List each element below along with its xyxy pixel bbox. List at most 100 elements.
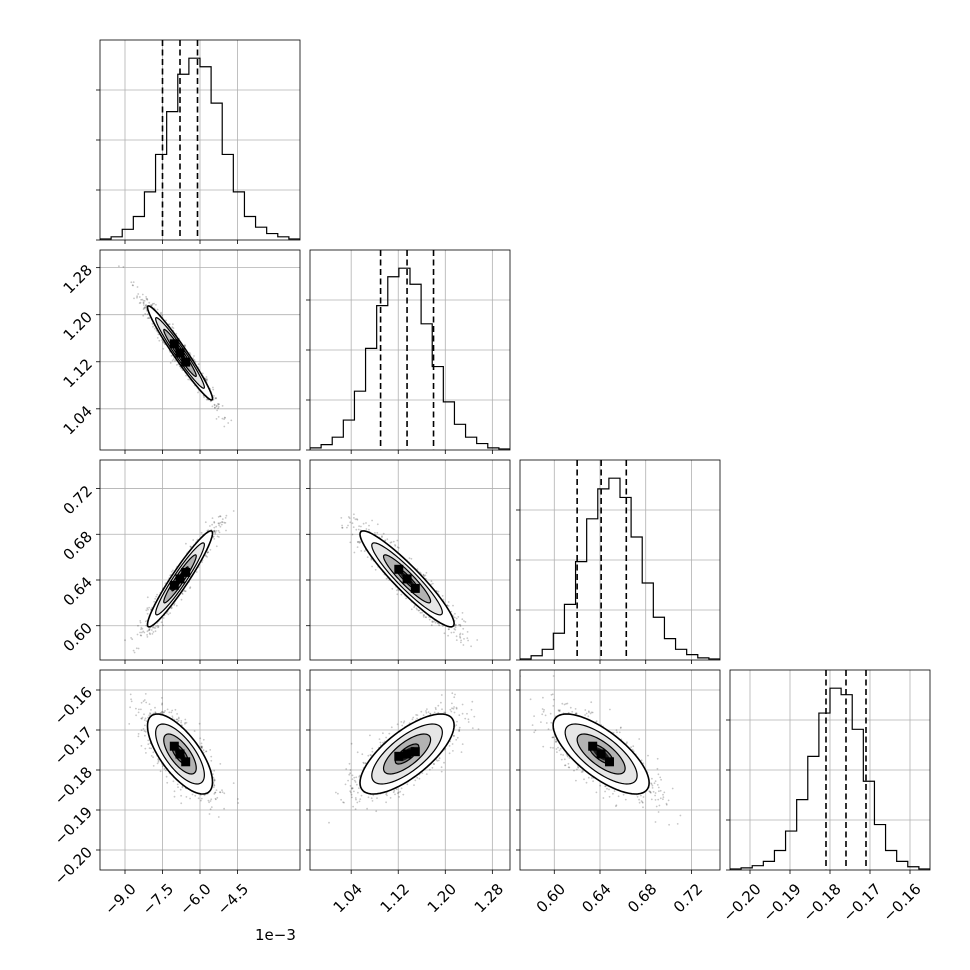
- sample-point: [396, 539, 399, 542]
- sample-point: [212, 386, 214, 389]
- sample-point: [148, 747, 151, 750]
- sample-point: [459, 633, 461, 636]
- sample-point: [384, 539, 387, 542]
- sample-point: [393, 789, 396, 792]
- sample-point: [223, 416, 226, 419]
- sample-point: [218, 522, 221, 525]
- sample-point: [184, 344, 186, 346]
- sample-point: [467, 639, 469, 642]
- sample-point: [353, 779, 356, 782]
- sample-point: [130, 281, 133, 284]
- sample-point: [147, 739, 150, 742]
- density-cell-1: [181, 357, 191, 367]
- sample-point: [354, 781, 357, 783]
- density-cell-0: [169, 580, 179, 590]
- sample-point: [467, 718, 470, 721]
- sample-point: [218, 403, 221, 405]
- sample-point: [208, 813, 211, 815]
- sample-point: [431, 621, 434, 624]
- sample-point: [365, 522, 367, 524]
- sample-point: [213, 793, 216, 795]
- density-cell-1: [410, 583, 420, 593]
- sample-point: [463, 620, 465, 622]
- sample-point: [368, 524, 370, 527]
- sample-point: [206, 379, 208, 382]
- sample-point: [555, 738, 557, 741]
- sample-point: [368, 528, 370, 531]
- sample-point: [137, 293, 140, 295]
- sample-point: [650, 782, 652, 785]
- sample-point: [369, 734, 371, 737]
- sample-point: [237, 798, 239, 800]
- sample-point: [558, 710, 561, 713]
- sample-point: [208, 801, 211, 804]
- sample-point: [143, 307, 146, 309]
- sample-point: [341, 526, 344, 529]
- sample-point: [217, 416, 220, 418]
- sample-point: [650, 791, 652, 794]
- sample-point: [466, 712, 468, 715]
- sample-point: [438, 624, 441, 627]
- sample-point: [471, 727, 474, 729]
- density-cell-1: [410, 747, 420, 757]
- sample-point: [200, 531, 203, 534]
- sample-point: [424, 574, 427, 577]
- sample-point: [158, 339, 161, 342]
- sample-point: [358, 774, 361, 777]
- sample-point: [153, 627, 156, 629]
- sample-point: [129, 706, 132, 709]
- sample-point: [458, 623, 460, 626]
- sample-point: [149, 713, 152, 715]
- sample-point: [371, 800, 374, 802]
- sample-point: [351, 787, 354, 790]
- sample-point: [385, 793, 387, 796]
- sample-point: [147, 743, 150, 746]
- sample-point: [626, 741, 628, 744]
- sample-point: [219, 515, 221, 518]
- sample-point: [360, 794, 363, 797]
- sample-point: [416, 714, 419, 716]
- sample-point: [199, 737, 202, 740]
- sample-point: [146, 313, 149, 316]
- sample-point: [399, 790, 402, 793]
- sample-point: [451, 692, 454, 695]
- sample-point: [213, 769, 216, 772]
- sample-point: [563, 703, 566, 706]
- sample-point: [452, 604, 454, 607]
- density-cell-2: [402, 749, 412, 759]
- sample-point: [140, 628, 142, 631]
- sample-point: [560, 758, 563, 761]
- sample-point: [453, 616, 456, 619]
- sample-point: [146, 317, 149, 320]
- sample-point: [427, 711, 430, 713]
- sample-point: [149, 633, 152, 636]
- sample-point: [401, 724, 404, 727]
- sample-point: [133, 297, 135, 300]
- sample-point: [156, 593, 159, 596]
- sample-point: [441, 708, 443, 711]
- sample-point: [176, 718, 179, 721]
- x-tick-label: 1.12: [377, 880, 413, 916]
- sample-point: [188, 351, 191, 354]
- sample-point: [200, 745, 203, 748]
- sample-point: [172, 323, 174, 326]
- sample-point: [215, 405, 218, 408]
- histogram-panel-3: −0.20−0.19−0.18−0.17−0.16: [720, 669, 931, 925]
- sample-point: [353, 513, 355, 516]
- sample-point: [220, 523, 223, 526]
- sample-point: [143, 300, 146, 302]
- sample-point: [206, 556, 209, 558]
- sample-point: [150, 747, 153, 750]
- sample-point: [466, 662, 468, 664]
- sample-point: [223, 425, 226, 428]
- sample-point: [355, 798, 357, 801]
- sample-point: [413, 604, 416, 607]
- density-cell-2: [175, 348, 185, 358]
- sample-point: [431, 582, 434, 585]
- sample-point: [140, 708, 142, 711]
- sample-point: [416, 608, 418, 611]
- sample-point: [428, 768, 431, 771]
- sample-point: [221, 521, 223, 523]
- sample-point: [223, 418, 226, 420]
- sample-point: [615, 804, 618, 807]
